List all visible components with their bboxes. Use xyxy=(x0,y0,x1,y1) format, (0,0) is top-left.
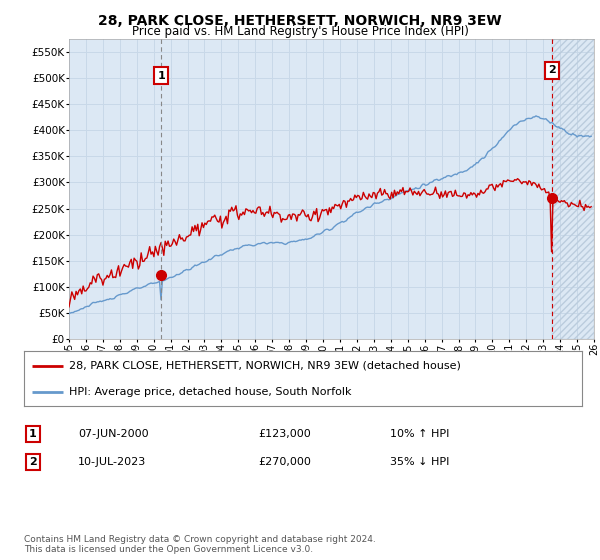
Text: 1: 1 xyxy=(29,429,37,439)
Text: 1: 1 xyxy=(157,71,165,81)
Text: HPI: Average price, detached house, South Norfolk: HPI: Average price, detached house, Sout… xyxy=(68,388,351,397)
Text: 28, PARK CLOSE, HETHERSETT, NORWICH, NR9 3EW: 28, PARK CLOSE, HETHERSETT, NORWICH, NR9… xyxy=(98,14,502,28)
Text: 10-JUL-2023: 10-JUL-2023 xyxy=(78,457,146,467)
Text: £123,000: £123,000 xyxy=(258,429,311,439)
Text: 35% ↓ HPI: 35% ↓ HPI xyxy=(390,457,449,467)
Text: 2: 2 xyxy=(29,457,37,467)
Text: Price paid vs. HM Land Registry's House Price Index (HPI): Price paid vs. HM Land Registry's House … xyxy=(131,25,469,38)
Text: 2: 2 xyxy=(548,66,556,76)
Text: £270,000: £270,000 xyxy=(258,457,311,467)
Text: 07-JUN-2000: 07-JUN-2000 xyxy=(78,429,149,439)
Text: 10% ↑ HPI: 10% ↑ HPI xyxy=(390,429,449,439)
Text: 28, PARK CLOSE, HETHERSETT, NORWICH, NR9 3EW (detached house): 28, PARK CLOSE, HETHERSETT, NORWICH, NR9… xyxy=(68,361,461,371)
Text: Contains HM Land Registry data © Crown copyright and database right 2024.
This d: Contains HM Land Registry data © Crown c… xyxy=(24,535,376,554)
